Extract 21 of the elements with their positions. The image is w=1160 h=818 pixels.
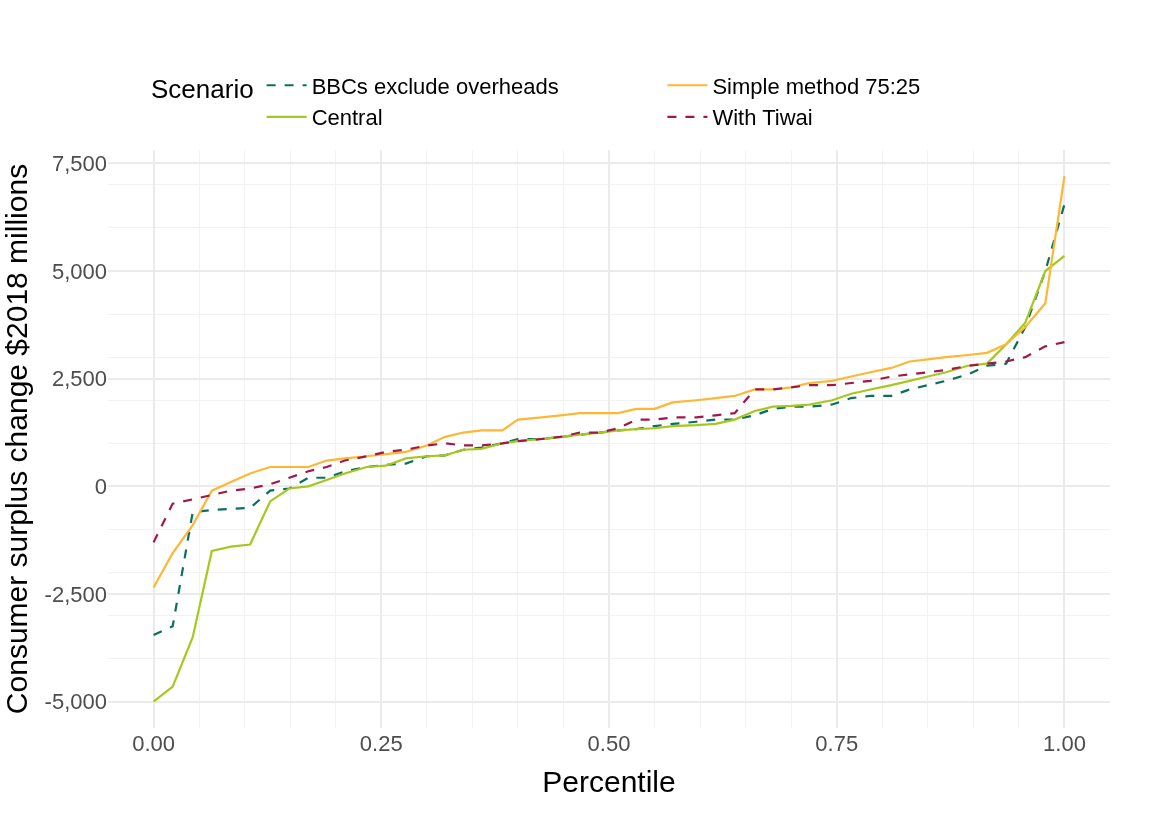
x-tick-label: 0.50 [587,731,631,756]
legend-label: BBCs exclude overheads [311,73,559,99]
line-series [152,175,1066,589]
y-tick-label: -2,500 [44,581,107,607]
y-tick-label: 5,000 [51,258,107,284]
legend-label: Simple method 75:25 [712,73,921,99]
line-series [152,340,1066,544]
line-series [152,254,1066,703]
x-tick-label: 1.00 [1043,731,1086,756]
x-tick-label: 0.25 [359,731,403,756]
y-tick-label: 2,500 [51,366,107,392]
legend-title: Scenario [151,74,254,105]
y-tick-label: 0 [94,474,107,500]
x-axis-title: Percentile [542,764,676,798]
y-tick-label: 7,500 [51,151,107,177]
y-tick-label: -5,000 [44,689,107,715]
legend-label: Central [311,105,383,131]
legend-label: With Tiwai [712,105,813,131]
y-axis-title: Consumer surplus change $2018 millions [0,163,33,715]
x-tick-label: 0.75 [815,731,859,756]
x-tick-label: 0.00 [132,731,175,756]
